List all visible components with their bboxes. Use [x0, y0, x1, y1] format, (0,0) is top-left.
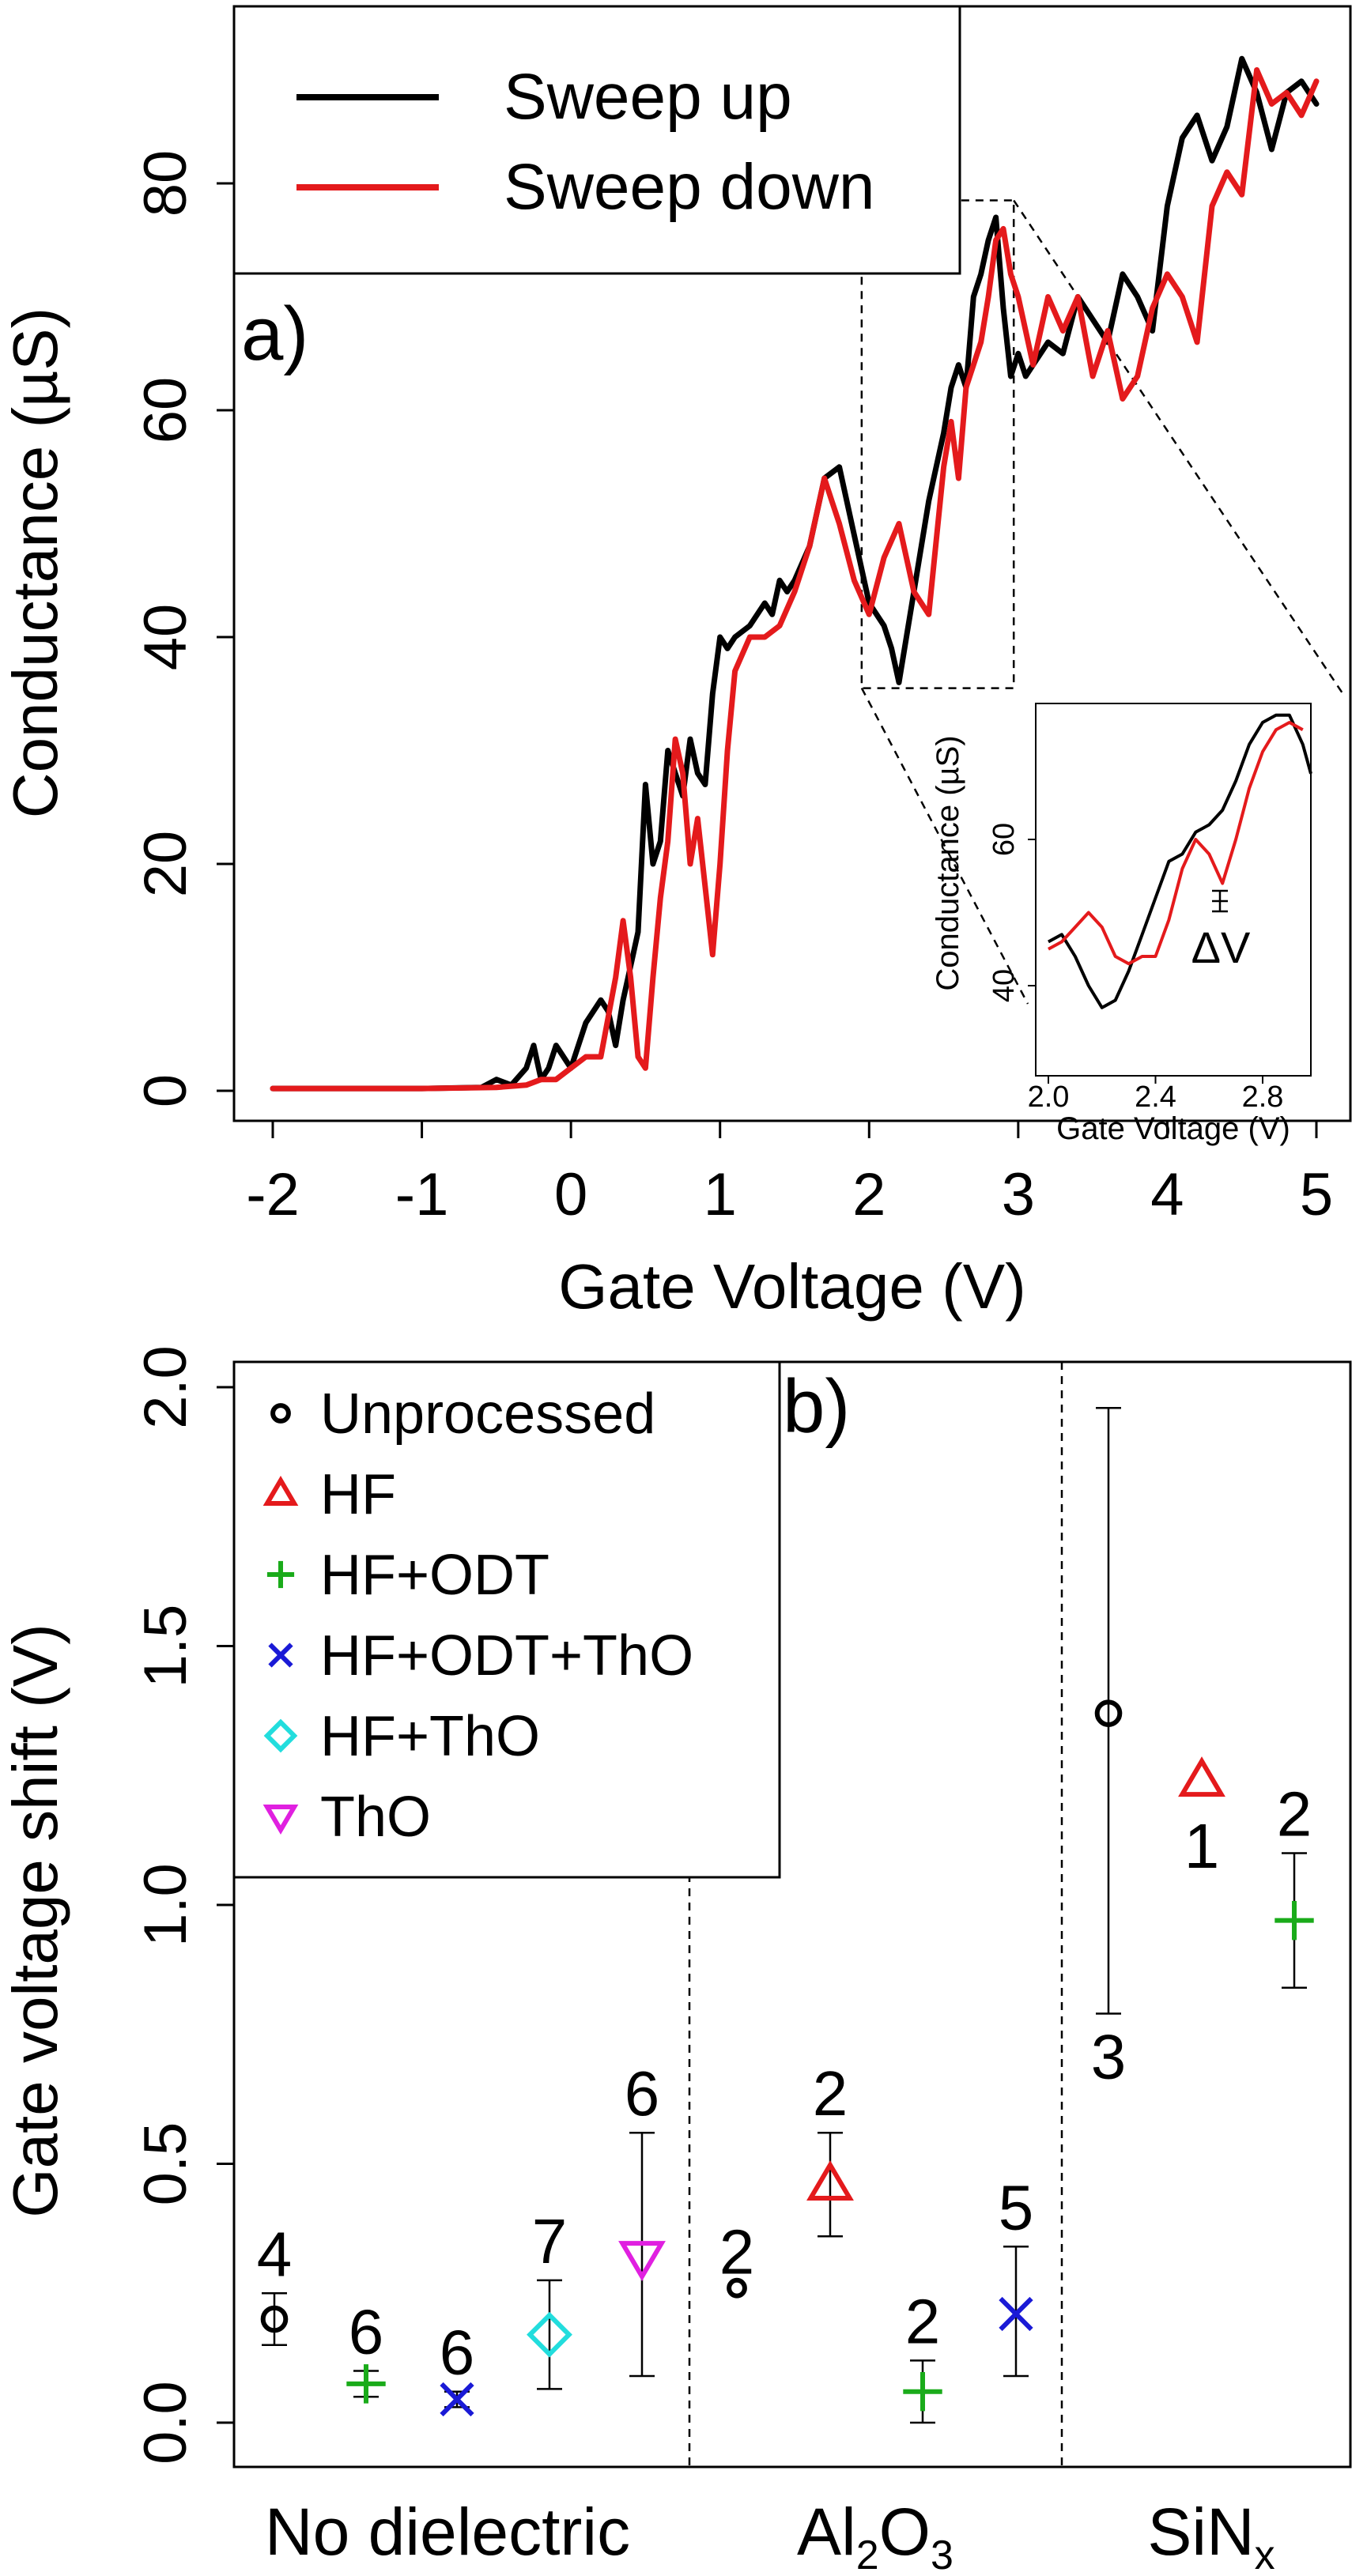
sample-count-label: 2 [905, 2286, 941, 2356]
y-tick-label: 0.0 [132, 2381, 199, 2465]
group-label-part: SiN [1147, 2495, 1254, 2569]
sample-count-label: 2 [1277, 1779, 1312, 1850]
y-tick-label: 0.5 [132, 2122, 199, 2206]
x-tick-label: -2 [246, 1161, 300, 1228]
legend-entry-label: ThO [320, 1786, 431, 1849]
sample-count-label: 1 [1184, 1811, 1220, 1881]
group-label-part: 3 [931, 2533, 954, 2576]
x-tick-label: -1 [395, 1161, 449, 1228]
sample-count-label: 6 [440, 2318, 475, 2388]
legend-marker-stroke [268, 1643, 293, 1668]
y-tick-label: 0 [132, 1074, 199, 1107]
y-tick-label: 1.0 [132, 1863, 199, 1947]
sample-count-label: 6 [349, 2297, 384, 2367]
legend-marker [270, 1403, 291, 1424]
y-tick-label: 20 [132, 831, 199, 898]
legend-marker [262, 1475, 299, 1506]
y-axis-title: Conductance (µS) [0, 307, 70, 818]
inset-x-axis-title: Gate Voltage (V) [1056, 1111, 1290, 1146]
group-label: No dielectric [265, 2495, 630, 2569]
y-tick-label: 60 [132, 377, 199, 444]
inset-frame [1035, 703, 1312, 1077]
data-point-marker [618, 2241, 666, 2282]
series-line-sweep-down [270, 67, 1320, 1092]
x-axis-title: Gate Voltage (V) [558, 1251, 1025, 1322]
group-label-part: 2 [856, 2533, 879, 2576]
y-tick-label: 80 [132, 150, 199, 217]
data-point-marker [260, 2305, 289, 2333]
zoom-connector-line [860, 687, 1029, 1005]
inset-x-tick-label: 2.0 [1028, 1081, 1070, 1114]
inset-x-tick-label: 2.4 [1135, 1081, 1176, 1114]
legend-entry-label: HF+ThO [320, 1705, 540, 1768]
legend-marker [268, 1643, 293, 1668]
sample-count-label: 6 [625, 2058, 660, 2129]
x-tick-label: 0 [554, 1161, 587, 1228]
group-label: Al2O3 [797, 2495, 954, 2576]
x-tick-label: 5 [1300, 1161, 1333, 1228]
x-tick-label: 2 [852, 1161, 886, 1228]
inset-y-tick-label: 40 [987, 969, 1021, 1002]
legend-entry-label: HF+ODT [320, 1544, 549, 1607]
group-label: SiNx [1147, 2495, 1274, 2576]
data-point-marker-stroke [440, 2382, 474, 2417]
legend-marker [263, 1718, 298, 1753]
legend-entry-label: HF [320, 1463, 396, 1526]
inset-y-axis-title: Conductance (µS) [931, 735, 965, 990]
sample-count-label: 2 [813, 2058, 848, 2129]
y-tick-label: 40 [132, 604, 199, 671]
data-point-marker [1274, 1900, 1314, 1940]
inset-x-tick-label: 2.8 [1242, 1081, 1284, 1114]
plot-frame [232, 1360, 1352, 2469]
group-label-part: Al [797, 2495, 856, 2569]
delta-v-annotation: ΔV [1191, 922, 1251, 972]
panel-b-gate-shift-chart: 0.0 0.5 1.0 1.5 2.0 Gate voltage shift (V) No … [0, 1345, 1352, 2576]
inset-series-line-sweep-down [1048, 721, 1304, 966]
y-tick-label: 2.0 [132, 1345, 199, 1429]
legend-entry-label: Sweep down [504, 151, 875, 223]
data-point-marker [1178, 1756, 1225, 1797]
legend-box [232, 5, 961, 275]
legend-box [232, 1360, 781, 1879]
inset-series-line-sweep-up [1048, 713, 1312, 1009]
sample-count-label: 4 [257, 2219, 293, 2289]
data-point-marker [903, 2372, 942, 2412]
group-label-part: O [879, 2495, 931, 2569]
panel-label: b) [783, 1364, 850, 1449]
legend-marker [266, 1560, 295, 1589]
data-point-marker [999, 2296, 1033, 2332]
group-label-part: No dielectric [265, 2495, 630, 2569]
data-point-marker [1094, 1699, 1123, 1727]
group-label-part: x [1255, 2533, 1275, 2576]
legend-entry-label: HF+ODT+ThO [320, 1624, 693, 1688]
x-tick-label: 4 [1150, 1161, 1184, 1228]
data-point-marker [806, 2160, 854, 2201]
legend-entry-label: Sweep up [504, 61, 792, 133]
x-tick-label: 3 [1002, 1161, 1035, 1228]
data-point-marker-stroke [999, 2296, 1033, 2332]
panel-label: a) [241, 292, 308, 376]
y-axis-title: Gate voltage shift (V) [0, 1624, 70, 2217]
panel-a-conductance-chart: -2 -1 0 1 2 3 4 5 0 20 40 60 80 Gate Voltage (V) Condu… [0, 5, 1352, 1322]
data-point-marker [440, 2382, 474, 2417]
sample-count-label: 7 [532, 2206, 568, 2276]
data-point-marker [346, 2364, 386, 2404]
legend-marker [262, 1805, 299, 1835]
data-point-marker [527, 2311, 572, 2358]
inset-y-tick-label: 60 [987, 823, 1021, 856]
legend-entry-label: Unprocessed [320, 1382, 655, 1446]
sample-count-label: 5 [999, 2172, 1034, 2242]
inset-zoom-chart: 2.0 2.4 2.8 40 60 Gate Voltage (V) Conductance… [931, 703, 1312, 1146]
sample-count-label: 2 [719, 2217, 755, 2287]
data-point-marker [727, 2277, 747, 2299]
sample-count-label: 3 [1091, 2022, 1127, 2092]
x-tick-label: 1 [704, 1161, 737, 1228]
y-tick-label: 1.5 [132, 1605, 199, 1688]
